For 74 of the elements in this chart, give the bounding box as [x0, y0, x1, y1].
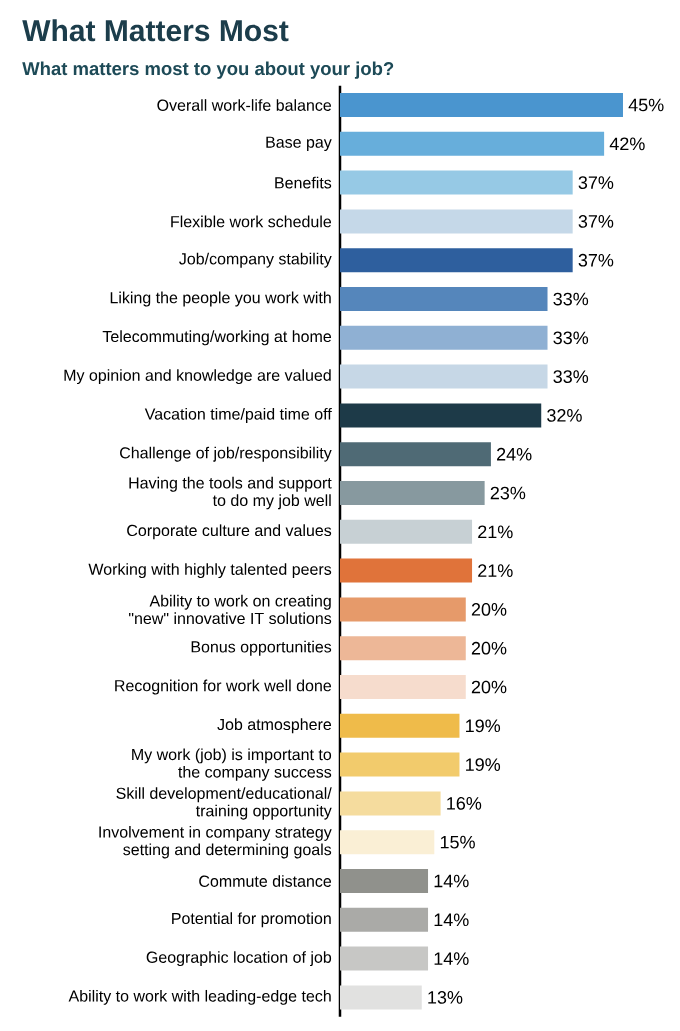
y-tick-label: My work (job) is important to the company success [132, 748, 332, 781]
data-label: 24% [497, 447, 532, 461]
data-label: 19% [466, 719, 501, 733]
bar [339, 830, 435, 855]
bar [339, 442, 491, 467]
bar [339, 481, 485, 506]
bar [339, 752, 460, 777]
y-tick-label: Liking the people you work with [110, 291, 331, 307]
bar [339, 636, 466, 661]
data-label: 20% [471, 680, 507, 694]
data-label: 19% [466, 758, 501, 771]
y-tick-label: Working with highly talented peers [88, 563, 332, 579]
data-label: 33% [553, 292, 589, 306]
data-label: 16% [447, 797, 482, 810]
chart-title: What Matters Most [22, 19, 289, 42]
y-tick-label: Challenge of job/responsibility [120, 446, 332, 462]
data-label: 20% [471, 641, 507, 655]
y-tick-label: Vacation time/paid time off [144, 407, 332, 423]
data-label: 33% [553, 331, 589, 345]
data-label: 32% [547, 409, 582, 422]
bar [339, 713, 460, 738]
y-tick-label: Potential for promotion [172, 912, 331, 928]
y-tick-label: Having the tools and support to do my job well [129, 476, 332, 510]
y-tick-label: Telecommuting/working at home [102, 330, 332, 346]
y-tick-label: Commute distance [199, 875, 332, 887]
y-tick-label: Skill development/educational/ training opportunity [116, 787, 332, 820]
bar [339, 675, 466, 700]
chart-subtitle: What matters most to you about your job? [22, 61, 394, 79]
y-tick-label: Involvement in company strategy setting and determining goals [99, 826, 332, 859]
data-label: 37% [578, 253, 614, 267]
data-label: 23% [490, 486, 526, 500]
y-tick-label: Ability to work on creating "new" innovative IT solutions [129, 594, 332, 625]
bar [339, 597, 466, 622]
bar [339, 558, 473, 583]
y-tick-label: Corporate culture and values [127, 524, 332, 540]
data-label: 33% [553, 370, 589, 383]
data-label: 42% [609, 137, 645, 151]
y-tick-label: Overall work-life balance [157, 99, 332, 111]
bar [339, 325, 548, 350]
bar [339, 248, 573, 273]
data-label: 37% [578, 215, 614, 228]
bar [339, 403, 542, 428]
bar [339, 364, 548, 389]
y-tick-label: My opinion and knowledge are valued [64, 369, 331, 385]
bar [339, 791, 441, 816]
data-label: 20% [471, 603, 507, 616]
bar [339, 985, 422, 1010]
y-tick-label: Geographic location of job [146, 951, 332, 967]
y-tick-label: Ability to work with leading-edge tech [68, 989, 331, 1005]
data-label: 14% [434, 913, 469, 927]
bar [339, 907, 429, 932]
bar [339, 131, 605, 156]
bar [339, 209, 573, 234]
bar [339, 170, 573, 195]
data-label: 45% [628, 98, 664, 112]
bar [339, 946, 429, 971]
data-label: 14% [434, 874, 469, 888]
bar [339, 93, 623, 118]
data-label: 21% [478, 525, 513, 539]
y-tick-label: Flexible work schedule [171, 215, 332, 228]
data-label: 15% [440, 835, 475, 849]
data-label: 13% [428, 991, 463, 1004]
data-label: 21% [478, 564, 513, 577]
y-tick-label: Job atmosphere [217, 718, 332, 734]
y-tick-label: Recognition for work well done [115, 679, 332, 695]
data-label: 14% [434, 952, 469, 965]
bar [339, 869, 429, 894]
y-tick-label: Job/company stability [179, 252, 332, 268]
bar [339, 287, 548, 312]
y-tick-label: Base pay [266, 136, 332, 151]
y-tick-label: Benefits [275, 176, 332, 189]
y-tick-label: Bonus opportunities [191, 640, 332, 656]
bar [339, 519, 473, 544]
data-label: 37% [578, 176, 614, 189]
